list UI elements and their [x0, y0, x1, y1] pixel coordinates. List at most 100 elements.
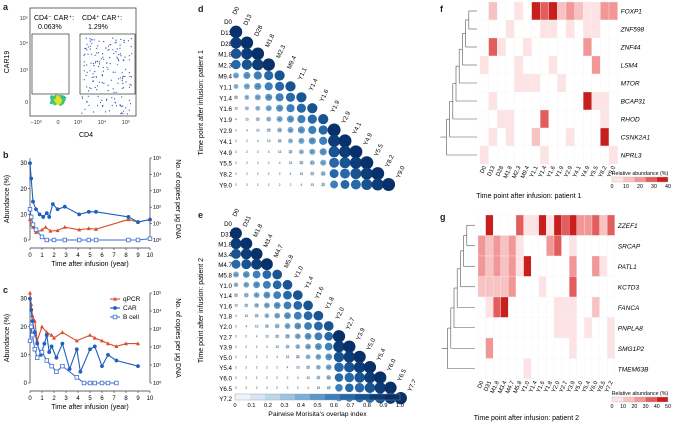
flow-event — [112, 88, 114, 90]
data-point — [50, 202, 55, 207]
heat-cell — [540, 1, 549, 21]
flow-event — [101, 75, 104, 77]
data-point — [37, 212, 42, 217]
data-point — [92, 380, 97, 386]
overlap-value: 22 — [275, 335, 279, 339]
data-point — [28, 324, 34, 329]
overlap-dot — [276, 355, 279, 358]
heat-cell — [569, 296, 577, 318]
heat-cell — [565, 127, 575, 147]
heat-cell — [548, 73, 558, 93]
flow-event — [89, 70, 91, 72]
overlap-dot — [278, 183, 281, 186]
overlap-value: 40 — [234, 273, 238, 277]
data-point — [93, 237, 99, 243]
data-point — [126, 215, 131, 219]
col-label: Y1.6 — [536, 380, 546, 393]
heat-cell — [548, 1, 558, 21]
overlap-dot — [364, 382, 376, 394]
overlap-value: 40 — [296, 335, 300, 339]
data-point — [35, 355, 40, 360]
overlap-dot — [286, 115, 295, 123]
heat-cell — [574, 19, 584, 39]
heat-cell — [608, 73, 618, 93]
x-tick-label: 9 — [136, 396, 140, 402]
overlap-dot — [255, 324, 259, 328]
heat-cell — [584, 317, 593, 339]
heat-cell — [608, 37, 618, 57]
overlap-value: 22 — [265, 324, 269, 328]
heat-cell — [515, 296, 524, 318]
heat-cell — [569, 276, 577, 298]
heat-cell — [531, 1, 541, 21]
heat-cell — [505, 91, 515, 111]
overlap-value: 13 — [245, 314, 249, 318]
overlap-value: 4 — [246, 128, 248, 132]
overlap-dot — [250, 247, 263, 260]
overlap-dot — [265, 366, 268, 369]
colorbar-swatch — [295, 394, 311, 400]
overlap-dot — [235, 345, 237, 348]
flow-event — [84, 53, 86, 55]
legend-swatch — [656, 397, 668, 402]
overlap-dot — [283, 301, 292, 310]
heat-cell — [540, 91, 549, 111]
overlap-value: 13 — [300, 172, 304, 176]
overlap-dot — [296, 365, 300, 369]
x-tick-label: 10 — [147, 253, 154, 259]
overlap-value: 31 — [278, 128, 282, 132]
flow-ytick: 0 — [25, 100, 28, 106]
flow-event — [94, 62, 97, 64]
heat-cell — [540, 145, 549, 165]
flow-event — [83, 70, 85, 72]
overlap-dot — [241, 59, 253, 70]
data-point — [86, 237, 91, 243]
flow-event — [130, 37, 132, 40]
flow-event — [122, 76, 124, 78]
overlap-dot — [263, 291, 271, 299]
overlap-value: 2 — [235, 324, 237, 328]
heat-cell — [553, 358, 562, 380]
overlap-value: 13 — [275, 345, 279, 349]
overlap-dot — [334, 362, 344, 372]
overlap-value: 49 — [296, 324, 300, 328]
heat-cell — [574, 109, 584, 129]
data-point — [100, 364, 104, 369]
heat-cell — [497, 91, 506, 111]
data-point — [27, 338, 33, 344]
overlap-dot — [254, 82, 262, 90]
overlap-dot — [344, 361, 355, 373]
heat-cell — [531, 255, 539, 277]
col-label: Y1.4 — [528, 380, 539, 394]
flow-event — [115, 102, 117, 104]
legend-swatch — [645, 397, 657, 402]
overlap-dot — [306, 365, 311, 370]
heat-cell — [576, 296, 585, 318]
flow-event — [113, 52, 115, 55]
overlap-dot — [263, 302, 270, 309]
data-point — [30, 222, 36, 227]
col-label: M5.8 — [513, 380, 524, 394]
row-label: Y1.6 — [219, 106, 232, 113]
flow-event — [115, 39, 117, 41]
heat-cell — [531, 127, 541, 147]
overlap-dot — [234, 314, 238, 317]
colorbar-swatch — [340, 394, 356, 400]
series-line — [29, 218, 151, 233]
data-point — [105, 380, 111, 386]
overlap-value: 49 — [327, 355, 331, 359]
overlap-dot — [245, 335, 248, 338]
y-tick-label: 10 — [20, 353, 27, 359]
legend-frame — [611, 396, 669, 403]
overlap-dot — [307, 103, 318, 114]
flow-event — [101, 82, 103, 84]
overlap-value: 31 — [265, 314, 269, 318]
flow-event — [120, 38, 122, 41]
flow-event — [83, 54, 85, 56]
overlap-value: 40 — [317, 355, 321, 359]
heat-cell — [505, 127, 515, 147]
heat-cell — [505, 55, 515, 75]
legend-label: qPCR — [123, 296, 141, 303]
overlap-value: 31 — [245, 96, 249, 100]
heat-cell — [488, 73, 498, 93]
